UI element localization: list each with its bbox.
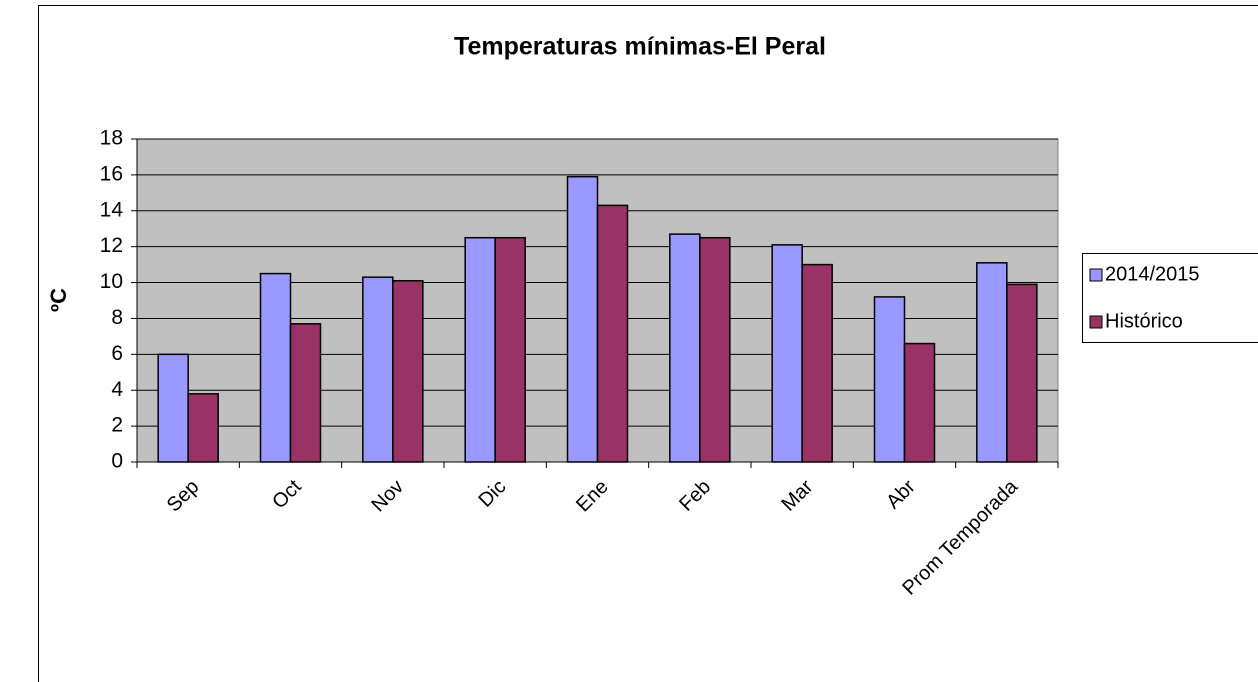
bar bbox=[464, 236, 496, 463]
bar bbox=[362, 276, 394, 463]
bar bbox=[187, 393, 219, 463]
y-tick-label: 4 bbox=[111, 378, 123, 401]
bar bbox=[289, 323, 322, 463]
bar bbox=[566, 175, 599, 463]
y-tick-label: 0 bbox=[111, 450, 123, 473]
bar bbox=[976, 262, 1008, 463]
bar bbox=[771, 244, 803, 463]
y-tick-label: 12 bbox=[100, 234, 123, 257]
y-tick-label: 2 bbox=[111, 414, 123, 437]
y-axis-label: ºC bbox=[46, 288, 71, 312]
bar bbox=[903, 342, 936, 463]
legend-swatch bbox=[1089, 315, 1103, 329]
legend-swatch bbox=[1089, 268, 1103, 282]
bar bbox=[1006, 283, 1038, 463]
legend-label: 2014/2015 bbox=[1105, 263, 1200, 285]
y-tick-label: 6 bbox=[111, 342, 123, 365]
bar bbox=[157, 353, 189, 463]
y-tick-label: 8 bbox=[111, 306, 123, 329]
y-tick-label: 16 bbox=[100, 162, 123, 185]
chart-title: Temperaturas mínimas-El Peral bbox=[454, 33, 826, 61]
y-tick-label: 14 bbox=[100, 198, 124, 221]
bar bbox=[596, 204, 629, 463]
bar bbox=[801, 263, 833, 463]
y-tick-label: 18 bbox=[100, 127, 123, 150]
bar bbox=[669, 233, 701, 463]
bar bbox=[873, 296, 906, 463]
bar bbox=[392, 280, 424, 463]
bar bbox=[699, 236, 731, 463]
bar bbox=[259, 272, 292, 463]
y-tick-label: 10 bbox=[100, 270, 123, 293]
legend-label: Histórico bbox=[1105, 310, 1183, 332]
bar bbox=[494, 236, 526, 463]
legend-box bbox=[1082, 253, 1258, 343]
